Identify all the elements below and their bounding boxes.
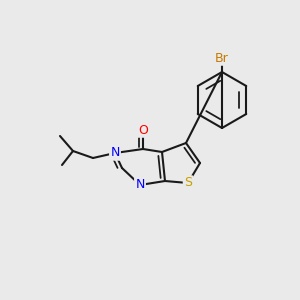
Text: Br: Br [215, 52, 229, 64]
Text: N: N [110, 146, 120, 160]
Text: O: O [138, 124, 148, 136]
Text: S: S [184, 176, 192, 190]
Text: N: N [135, 178, 145, 191]
